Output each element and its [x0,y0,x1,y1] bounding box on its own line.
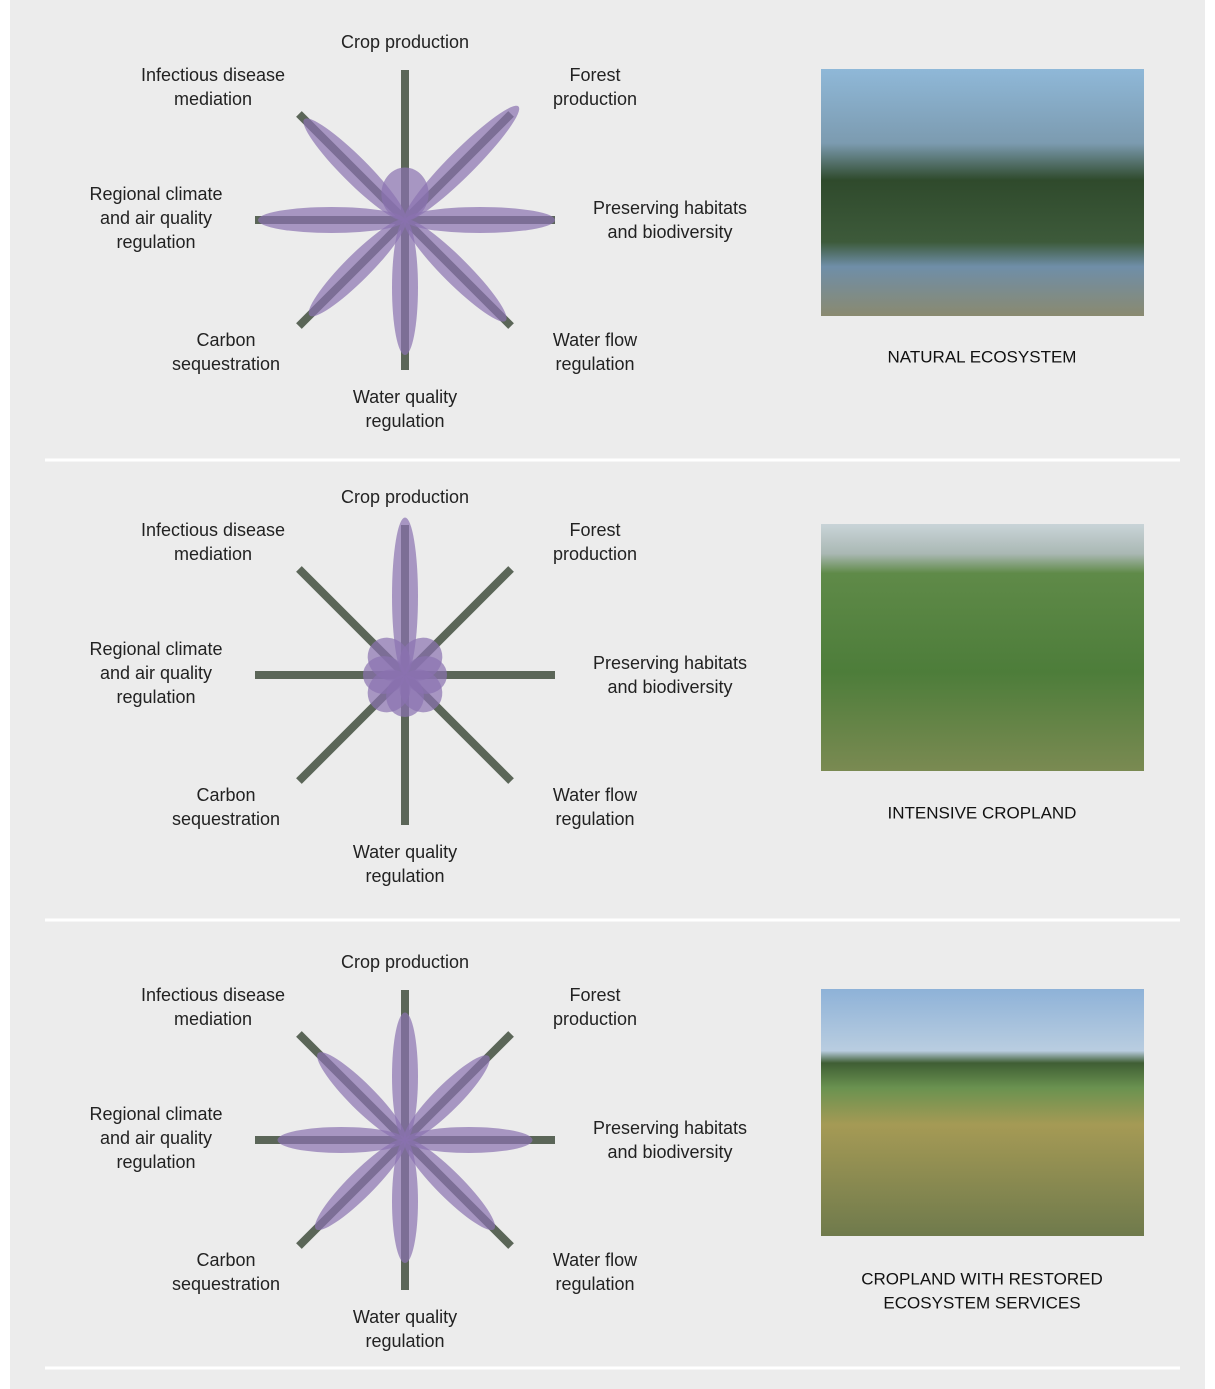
axis-label: Forest [569,65,620,85]
axis-label: mediation [174,544,252,564]
caption: INTENSIVE CROPLAND [888,803,1077,822]
caption: NATURAL ECOSYSTEM [888,347,1077,366]
axis-label: Regional climate [89,184,222,204]
axis-label: and biodiversity [607,1142,732,1162]
axis-label: Preserving habitats [593,653,747,673]
petal [392,1012,418,1140]
axis-label: Crop production [341,487,469,507]
axis-label: Carbon [196,330,255,350]
axis-label: Infectious disease [141,985,285,1005]
axis-label: sequestration [172,1274,280,1294]
photo-cropland [821,524,1144,771]
axis-label: Water quality [353,387,457,407]
axis-label: and air quality [100,1128,212,1148]
petal [314,1139,406,1231]
petal [392,1140,418,1263]
petal [277,1127,405,1153]
petal [405,207,555,233]
axis-label: and biodiversity [607,222,732,242]
petal [404,1055,490,1141]
axis-label: Water quality [353,842,457,862]
axis-label: Infectious disease [141,65,285,85]
axis-label: regulation [365,1331,444,1351]
petal [308,219,406,317]
axis-label: production [553,89,637,109]
axis-label: Crop production [341,952,469,972]
axis-label: Preserving habitats [593,198,747,218]
petal [317,1052,406,1141]
axis-label: Regional climate [89,1104,222,1124]
axis-label: mediation [174,1009,252,1029]
axis-label: Water flow [553,785,638,805]
photo-natural [821,69,1144,316]
axis-label: Crop production [341,32,469,52]
axis-label: regulation [365,411,444,431]
axis-label: regulation [116,1152,195,1172]
axis-label: regulation [116,232,195,252]
caption: CROPLAND WITH RESTORED [861,1269,1103,1288]
petal [258,207,405,233]
axis-label: Preserving habitats [593,1118,747,1138]
axis-label: regulation [555,1274,634,1294]
axis-label: Forest [569,520,620,540]
axis-label: sequestration [172,354,280,374]
photo-restored [821,989,1144,1236]
axis-label: production [553,1009,637,1029]
petal [303,118,406,221]
axis-label: Carbon [196,1250,255,1270]
axis-label: and air quality [100,208,212,228]
petal [392,517,418,675]
axis-label: Forest [569,985,620,1005]
axis-label: Water flow [553,1250,638,1270]
axis-label: Water quality [353,1307,457,1327]
petal [404,219,507,322]
axis-label: Regional climate [89,639,222,659]
axis-label: and biodiversity [607,677,732,697]
caption: ECOSYSTEM SERVICES [883,1293,1080,1312]
petal [367,637,411,681]
axis-label: and air quality [100,663,212,683]
petal [404,105,520,221]
axis-label: regulation [116,687,195,707]
axis-label: regulation [555,354,634,374]
axis-label: regulation [365,866,444,886]
axis-label: sequestration [172,809,280,829]
petal [404,1139,496,1231]
axis-label: Water flow [553,330,638,350]
axis-label: Infectious disease [141,520,285,540]
axis-label: Carbon [196,785,255,805]
axis-label: regulation [555,809,634,829]
petal [405,1127,533,1153]
axis-label: production [553,544,637,564]
axis-label: mediation [174,89,252,109]
petal [392,220,418,355]
